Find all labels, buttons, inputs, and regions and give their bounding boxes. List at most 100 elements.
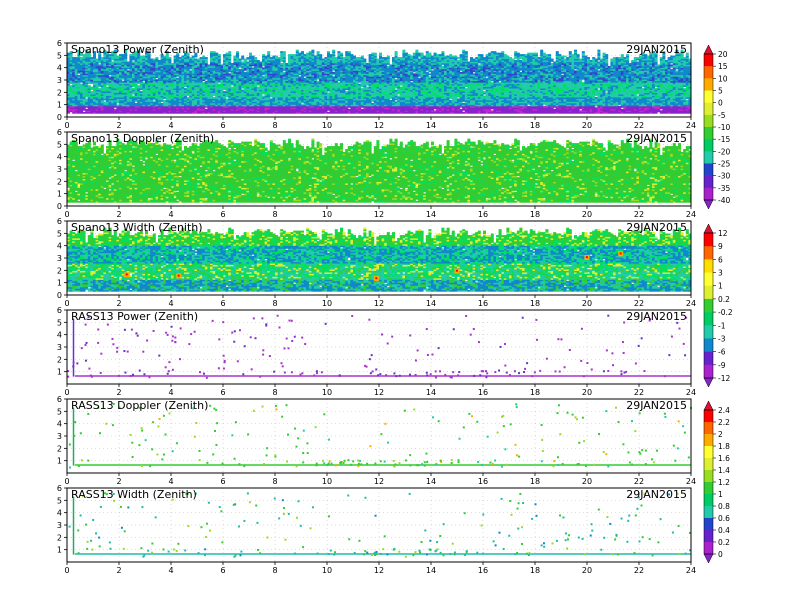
heatmap-cell (217, 108, 221, 111)
heatmap-cell (69, 99, 73, 102)
heatmap-cell (67, 108, 70, 111)
heatmap-cell (225, 88, 229, 91)
heatmap-cell (87, 77, 91, 80)
heatmap-cell (152, 68, 156, 71)
heatmap-cell (272, 77, 276, 80)
heatmap-cell (223, 60, 226, 62)
heatmap-cell (389, 99, 393, 102)
heatmap-cell (98, 102, 102, 105)
heatmap-cell (267, 104, 271, 107)
heatmap-cell (186, 60, 190, 62)
heatmap-cell (126, 95, 130, 98)
heatmap-cell (171, 86, 174, 89)
heatmap-cell (254, 71, 258, 74)
heatmap-cell (150, 110, 154, 113)
heatmap-cell (233, 60, 237, 62)
heatmap-cell (269, 74, 273, 77)
heatmap-cell (145, 68, 148, 71)
heatmap-cell (298, 64, 302, 67)
heatmap-cell (168, 102, 172, 105)
heatmap-cell (277, 77, 281, 80)
heatmap-cell (236, 92, 239, 95)
heatmap-cell (272, 67, 276, 70)
heatmap-cell (246, 62, 250, 65)
heatmap-cell (212, 57, 216, 59)
heatmap-cell (74, 108, 78, 111)
heatmap-cell (194, 102, 198, 105)
heatmap-cell (126, 65, 130, 68)
heatmap-cell (264, 104, 268, 107)
heatmap-cell (129, 99, 133, 102)
heatmap-cell (142, 94, 146, 96)
heatmap-cell (90, 60, 94, 62)
heatmap-cell (191, 67, 195, 70)
heatmap-cell (285, 98, 289, 101)
heatmap-cell (293, 57, 297, 59)
heatmap-cell (298, 65, 302, 68)
heatmap-cell (288, 99, 291, 102)
heatmap-cell (163, 60, 167, 62)
heatmap-cell (210, 74, 213, 77)
heatmap-cell (69, 74, 73, 77)
heatmap-cell (98, 68, 102, 71)
heatmap-cell (108, 110, 112, 113)
heatmap-cell (72, 92, 76, 95)
heatmap-cell (152, 110, 156, 113)
heatmap-cell (295, 104, 299, 107)
heatmap-cell (126, 71, 130, 74)
heatmap-cell (212, 88, 216, 91)
heatmap-cell (269, 73, 273, 76)
heatmap-cell (233, 111, 237, 114)
heatmap-cell (124, 86, 128, 89)
heatmap-cell (176, 105, 180, 108)
heatmap-cell (228, 89, 232, 92)
heatmap-cell (116, 64, 120, 67)
heatmap-cell (207, 108, 211, 111)
heatmap-cell (165, 58, 169, 61)
heatmap-cell (298, 99, 302, 102)
heatmap-cell (327, 51, 330, 54)
heatmap-cell (267, 89, 271, 92)
heatmap-cell (160, 77, 164, 80)
heatmap-cell (259, 68, 263, 71)
heatmap-cell (225, 111, 229, 114)
heatmap-cell (100, 108, 104, 111)
heatmap-cell (233, 89, 237, 92)
heatmap-cell (147, 99, 151, 102)
heatmap-cell (95, 64, 99, 67)
heatmap-cell (87, 57, 91, 59)
heatmap-cell (293, 68, 297, 71)
heatmap-cell (280, 99, 284, 102)
heatmap-cell (145, 85, 148, 88)
heatmap-cell (129, 86, 133, 89)
heatmap-cell (290, 54, 294, 56)
heatmap-cell (67, 105, 70, 108)
heatmap-cell (98, 104, 102, 107)
heatmap-cell (303, 80, 307, 83)
heatmap-cell (69, 85, 73, 88)
heatmap-cell (134, 65, 138, 68)
heatmap-cell (69, 95, 73, 98)
heatmap-cell (67, 67, 70, 70)
heatmap-cell (228, 104, 232, 107)
heatmap-cell (254, 99, 258, 102)
heatmap-cell (142, 107, 146, 110)
heatmap-cell (303, 55, 307, 58)
heatmap-cell (230, 95, 234, 98)
heatmap-cell (134, 104, 138, 107)
heatmap-cell (301, 52, 304, 55)
heatmap-cell (204, 70, 208, 73)
heatmap-cell (111, 99, 115, 102)
heatmap-cell (121, 97, 125, 99)
heatmap-cell (277, 82, 281, 85)
heatmap-cell (163, 107, 167, 110)
heatmap-cell (249, 76, 252, 79)
heatmap-cell (285, 111, 289, 114)
heatmap-cell (137, 92, 141, 95)
heatmap-cell (176, 85, 180, 88)
heatmap-cell (298, 102, 302, 105)
heatmap-cell (77, 61, 81, 64)
heatmap-cell (295, 71, 299, 74)
heatmap-cell (194, 68, 198, 71)
heatmap-cell (134, 58, 138, 61)
